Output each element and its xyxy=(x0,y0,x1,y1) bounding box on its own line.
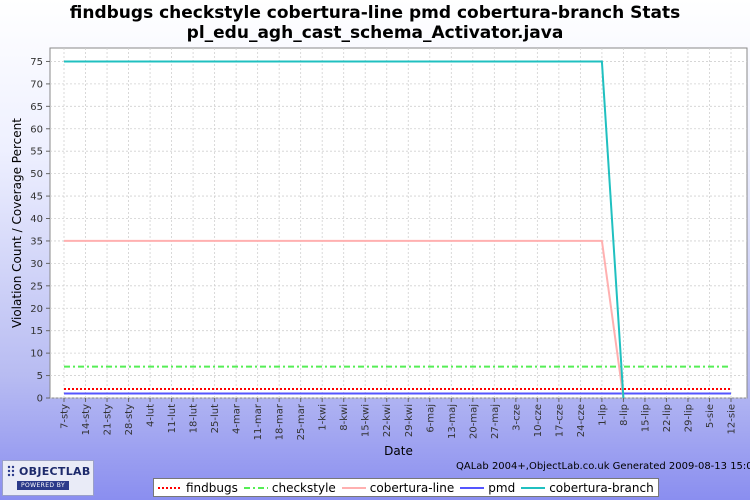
x-tick-label: 1-lip xyxy=(597,404,608,426)
chart-title-line2: pl_edu_agh_cast_schema_Activator.java xyxy=(186,23,564,43)
legend-label: pmd xyxy=(488,480,516,495)
legend-label: cobertura-line xyxy=(369,480,455,495)
x-tick-label: 5-sie xyxy=(705,404,716,428)
x-tick-label: 27-maj xyxy=(490,404,501,439)
chart-title-line1: findbugs checkstyle cobertura-line pmd c… xyxy=(69,3,681,23)
y-tick-label: 50 xyxy=(30,169,43,180)
legend-item-cobertura-branch: cobertura-branch xyxy=(521,481,654,495)
legend-swatch xyxy=(341,486,366,489)
x-tick-label: 11-mar xyxy=(253,403,264,440)
series-line-cobertura-line xyxy=(64,239,625,399)
y-tick-label: 15 xyxy=(30,326,43,337)
x-tick-label: 14-sty xyxy=(81,404,92,435)
x-tick-label: 3-cze xyxy=(511,404,522,431)
y-tick-label: 60 xyxy=(30,124,43,135)
x-tick-label: 1-kwi xyxy=(318,404,329,431)
y-tick-label: 0 xyxy=(37,394,43,405)
legend-label: cobertura-branch xyxy=(549,480,654,495)
x-tick-label: 28-sty xyxy=(124,404,135,435)
x-tick-label: 25-mar xyxy=(296,403,307,440)
x-tick-label: 25-lut xyxy=(210,404,221,433)
x-tick-label: 13-maj xyxy=(447,404,458,439)
x-tick-label: 6-maj xyxy=(425,404,436,433)
y-tick-label: 40 xyxy=(30,214,43,225)
x-tick-label: 4-mar xyxy=(232,403,243,434)
legend-swatch xyxy=(243,486,268,489)
legend-item-pmd: pmd xyxy=(460,481,515,495)
x-tick-label: 29-kwi xyxy=(404,404,415,437)
legend-item-checkstyle: checkstyle xyxy=(243,480,336,495)
y-tick-label: 35 xyxy=(30,236,43,247)
y-tick-label: 70 xyxy=(30,79,43,90)
y-tick-label: 45 xyxy=(30,192,43,203)
x-tick-label: 20-maj xyxy=(468,404,479,439)
x-tick-label: 10-cze xyxy=(533,404,544,437)
y-tick-label: 20 xyxy=(30,304,43,315)
x-axis-label: Date xyxy=(384,444,413,458)
logo-dots-icon xyxy=(7,465,15,477)
legend-swatch xyxy=(521,486,546,489)
x-tick-label: 12-sie xyxy=(727,404,738,434)
x-tick-label: 7-sty xyxy=(60,404,71,429)
y-tick-label: 5 xyxy=(37,371,43,382)
x-tick-label: 21-sty xyxy=(103,404,114,435)
x-tick-label: 8-lip xyxy=(619,404,630,426)
x-tick-label: 29-lip xyxy=(683,404,694,432)
footer-credit: QALab 2004+,ObjectLab.co.uk Generated 20… xyxy=(456,461,750,472)
legend-label: findbugs xyxy=(186,480,238,495)
legend-label: checkstyle xyxy=(271,480,336,495)
series-line-cobertura-branch xyxy=(64,60,625,399)
x-tick-label: 22-kwi xyxy=(382,404,393,437)
objectlab-logo: OBJECTLAB POWERED BY xyxy=(2,460,94,496)
x-tick-label: 17-cze xyxy=(554,404,565,437)
x-tick-label: 22-lip xyxy=(662,404,673,432)
y-axis-label: Violation Count / Coverage Percent xyxy=(10,118,24,328)
logo-tagline: POWERED BY xyxy=(17,481,70,490)
y-tick-label: 65 xyxy=(30,102,43,113)
x-tick-label: 18-mar xyxy=(275,403,286,440)
x-tick-label: 24-cze xyxy=(576,404,587,437)
plot-background xyxy=(49,47,748,399)
legend-item-cobertura-line: cobertura-line xyxy=(341,480,455,495)
legend-item-findbugs: findbugs xyxy=(158,481,238,495)
y-tick-label: 30 xyxy=(30,259,43,270)
legend-swatch xyxy=(158,486,182,489)
x-tick-label: 8-kwi xyxy=(339,404,350,431)
x-tick-label: 15-lip xyxy=(640,404,651,432)
logo-name: OBJECTLAB xyxy=(19,465,91,478)
x-tick-label: 11-lut xyxy=(167,404,178,433)
x-tick-label: 15-kwi xyxy=(361,404,372,437)
x-tick-label: 4-lut xyxy=(146,404,157,427)
y-tick-label: 25 xyxy=(30,281,43,292)
chart-legend: findbugs checkstyle cobertura-line pmd cober… xyxy=(153,478,659,497)
x-tick-label: 18-lut xyxy=(189,404,200,433)
y-tick-label: 10 xyxy=(30,349,43,360)
legend-swatch xyxy=(460,486,485,489)
y-tick-label: 75 xyxy=(30,57,43,68)
y-tick-label: 55 xyxy=(30,147,43,158)
